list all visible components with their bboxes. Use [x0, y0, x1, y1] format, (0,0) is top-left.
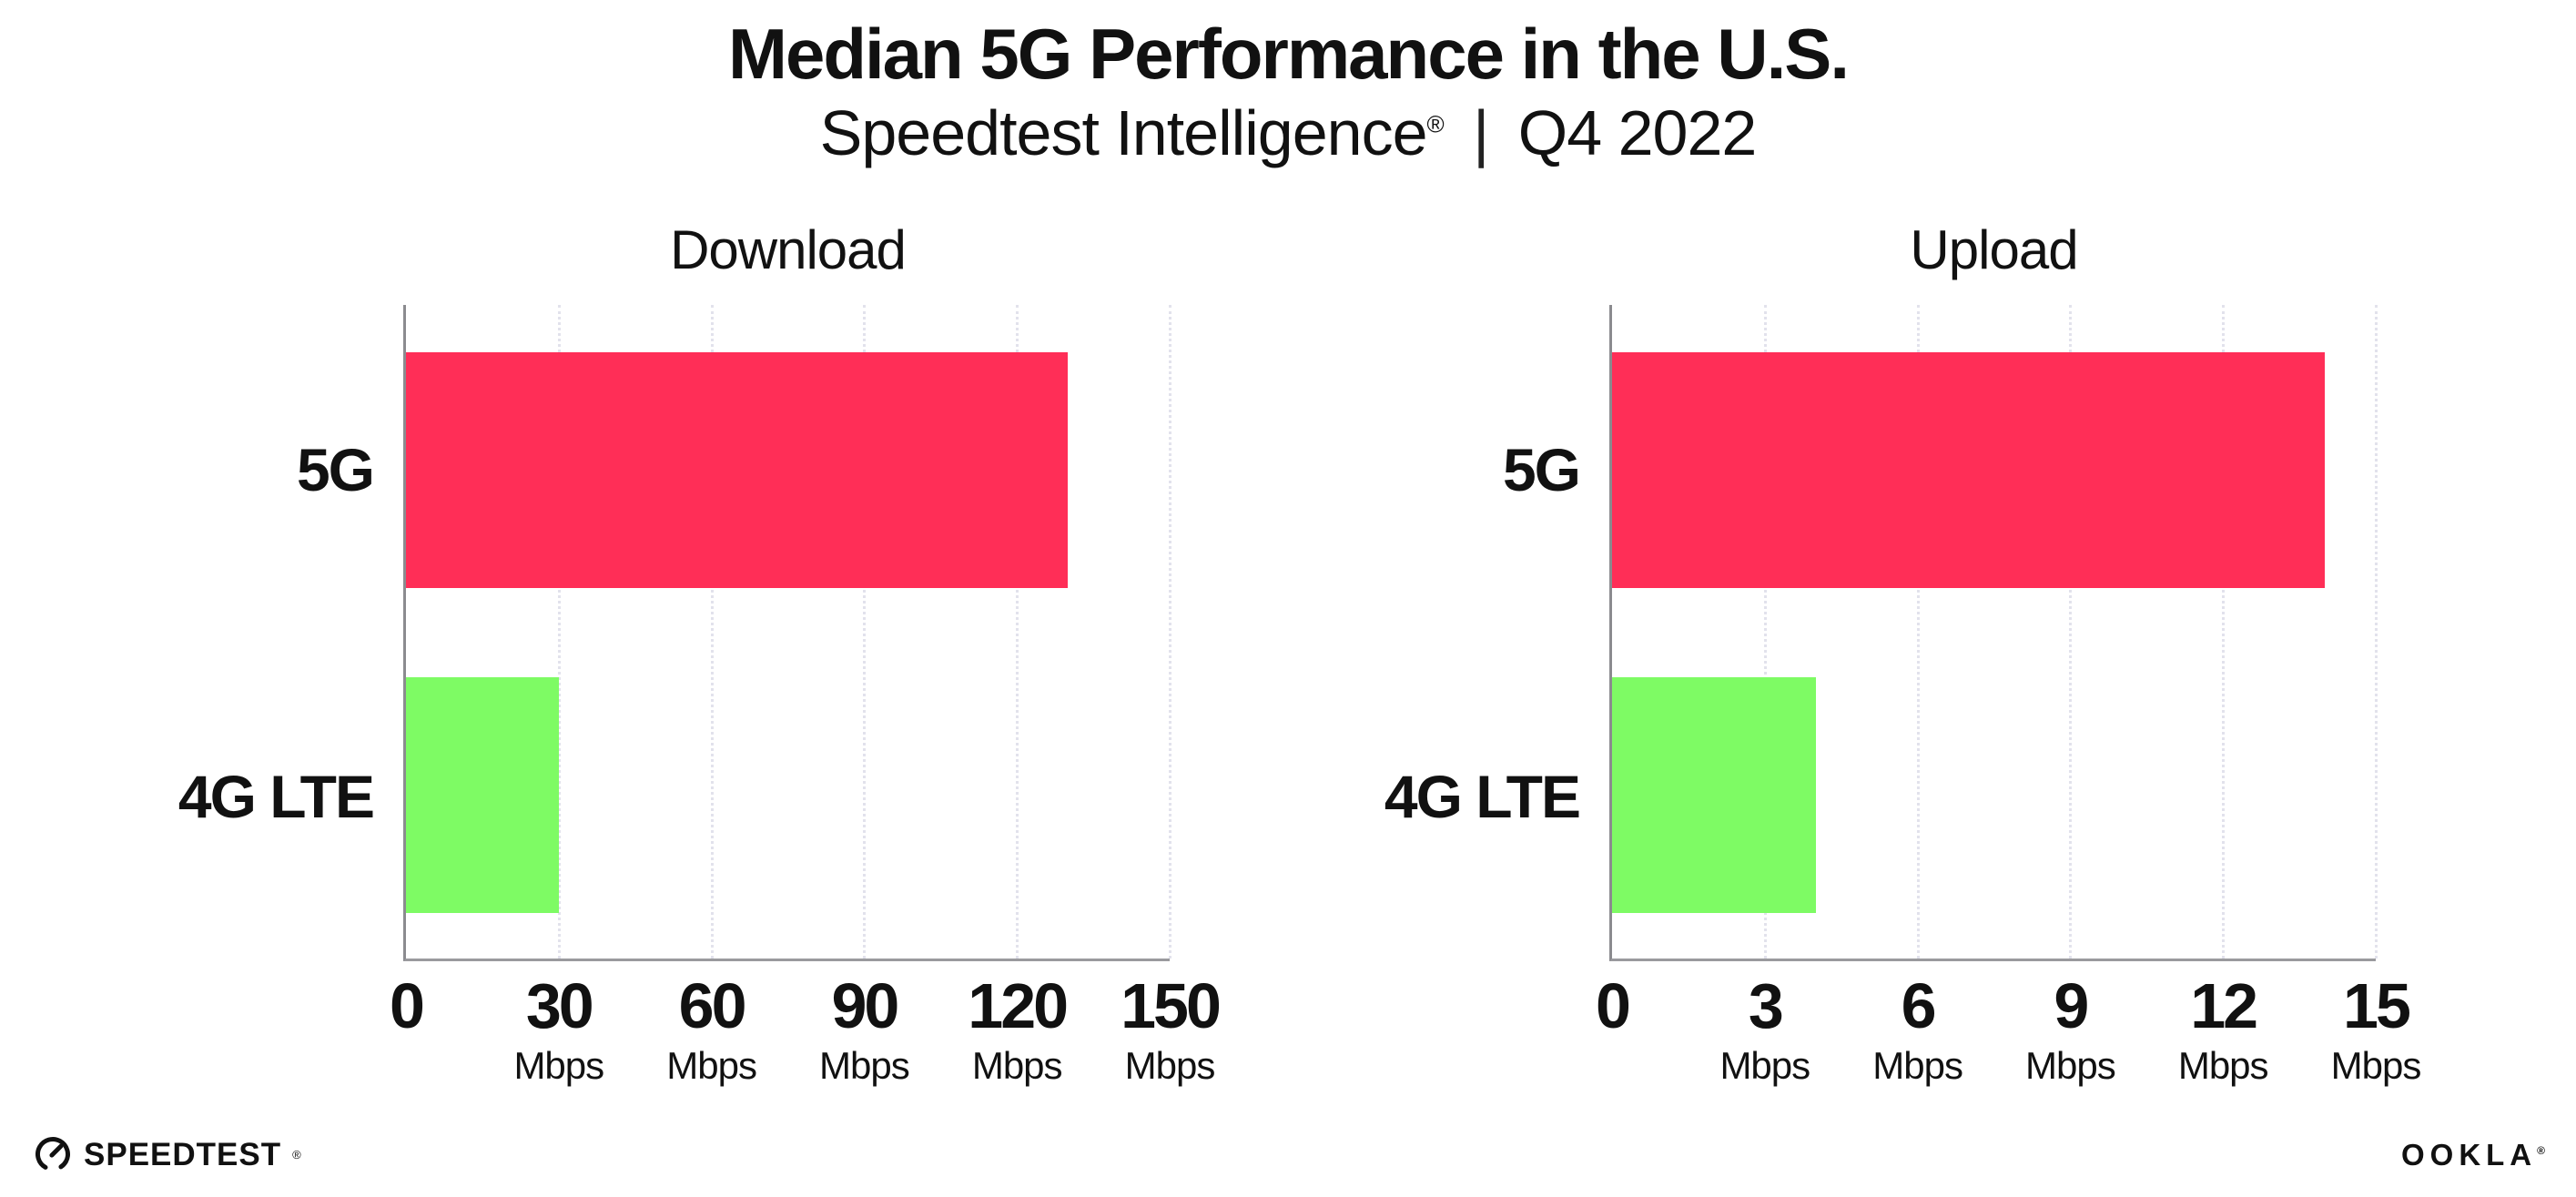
category-label-4g-lte: 4G LTE [177, 763, 375, 830]
category-label-5g: 5G [296, 436, 375, 503]
gridline [1016, 305, 1019, 959]
x-tick-3: 3 Mbps [1719, 974, 1810, 1085]
gridline [1763, 305, 1767, 959]
x-tick-value: 3 [1748, 970, 1784, 1041]
x-tick-unit: Mbps [971, 1044, 1063, 1087]
page-subtitle: Speedtest Intelligence® | Q4 2022 [0, 96, 2576, 169]
gridline [557, 305, 561, 959]
x-tick-value: 15 [2343, 970, 2411, 1041]
x-tick-30: 30 Mbps [513, 970, 604, 1087]
x-tick-value: 12 [2190, 970, 2258, 1041]
bar-4g-lte [1612, 677, 1816, 913]
category-labels: 5G 4G LTE [0, 305, 375, 959]
gridline [710, 305, 714, 959]
x-tick-unit: Mbps [1719, 1044, 1810, 1087]
category-label-4g-lte: 4G LTE [1384, 763, 1581, 830]
x-tick-60: 60 Mbps [666, 970, 757, 1087]
x-tick-15: 15 Mbps [2330, 970, 2422, 1087]
x-tick-9: 9 Mbps [2025, 970, 2116, 1087]
x-tick-unit: Mbps [666, 1044, 757, 1087]
speedtest-wordmark: SPEEDTEST [84, 1136, 282, 1172]
x-tick-unit: Mbps [1872, 1044, 1963, 1087]
x-tick-value: 60 [678, 970, 747, 1041]
x-tick-value: 90 [831, 970, 899, 1041]
registered-mark: ® [1426, 110, 1445, 138]
chart-title-upload: Upload [1910, 219, 2078, 280]
x-tick-unit: Mbps [513, 1044, 604, 1087]
page-title: Median 5G Performance in the U.S. [728, 14, 1850, 94]
gridline [2069, 305, 2073, 959]
plot-area [1609, 305, 2378, 961]
ookla-registered-mark: ® [2537, 1144, 2545, 1157]
x-tick-unit: Mbps [819, 1044, 910, 1087]
plot-area [403, 305, 1171, 961]
gridline [1169, 305, 1171, 959]
x-axis-ticks: 0 30 Mbps 60 Mbps 90 Mbps 120 Mbps 150 Mbps [390, 970, 1222, 1120]
x-tick-value: 9 [2054, 970, 2089, 1041]
category-label-5g: 5G [1502, 436, 1581, 503]
gridline [1916, 305, 1920, 959]
x-tick-value: 120 [968, 970, 1069, 1041]
bar-4g-lte [406, 677, 559, 913]
x-tick-value: 6 [1901, 970, 1937, 1041]
x-tick-value: 0 [390, 970, 425, 1041]
x-axis-ticks: 0 3 Mbps 6 Mbps 9 Mbps 12 Mbps 15 Mbps [1596, 970, 2421, 1120]
subtitle-separator: | [1473, 97, 1489, 168]
subtitle-period: Q4 2022 [1517, 97, 1758, 168]
gridline [2222, 305, 2226, 959]
x-tick-value: 0 [1596, 970, 1631, 1041]
x-tick-unit: Mbps [2330, 1044, 2422, 1087]
ookla-wordmark: OOKLA [2400, 1138, 2538, 1172]
gridline [863, 305, 867, 959]
bar-5g [406, 352, 1069, 588]
bar-5g [1612, 352, 2326, 588]
x-tick-unit: Mbps [1124, 1044, 1216, 1087]
chart-title-download: Download [670, 219, 907, 280]
x-tick-value: 150 [1121, 970, 1222, 1041]
subtitle-brand: Speedtest Intelligence [819, 97, 1428, 168]
x-tick-6: 6 Mbps [1872, 970, 1963, 1087]
x-tick-0: 0 [390, 970, 425, 1041]
speedtest-logo: SPEEDTEST ® [33, 1134, 301, 1174]
ookla-logo: OOKLA® [2401, 1140, 2545, 1170]
category-labels: 5G 4G LTE [1206, 305, 1581, 959]
x-tick-12: 12 Mbps [2177, 970, 2269, 1087]
gridline [2375, 305, 2378, 959]
x-tick-150: 150 Mbps [1121, 970, 1222, 1087]
speedtest-registered-mark: ® [292, 1147, 301, 1161]
speedtest-gauge-icon [35, 1137, 70, 1172]
x-tick-unit: Mbps [2025, 1044, 2116, 1087]
x-tick-90: 90 Mbps [819, 970, 910, 1087]
x-tick-unit: Mbps [2177, 1044, 2269, 1087]
x-tick-value: 30 [525, 970, 594, 1041]
x-tick-0: 0 [1596, 970, 1631, 1041]
x-tick-120: 120 Mbps [968, 970, 1069, 1087]
